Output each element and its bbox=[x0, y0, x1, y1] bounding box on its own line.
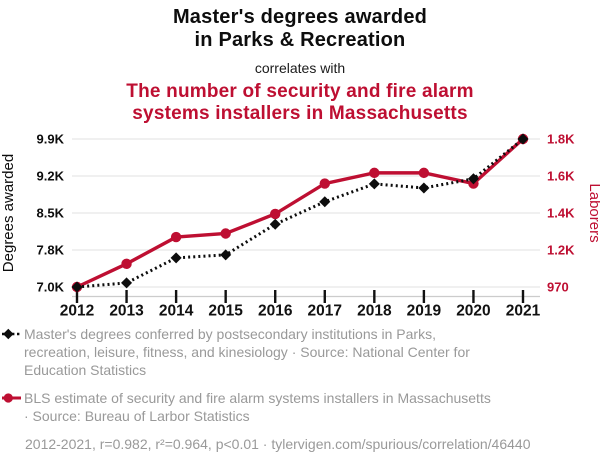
x-tick-label: 2017 bbox=[308, 303, 342, 320]
data-point-diamond bbox=[319, 196, 331, 208]
left-axis-tick-label: 9.2K bbox=[37, 169, 65, 184]
x-tick-label: 2015 bbox=[208, 303, 243, 320]
x-tick-label: 2021 bbox=[506, 303, 541, 320]
red-circle-solid-line-icon bbox=[2, 393, 21, 403]
left-axis-tick-label: 7.8K bbox=[37, 243, 65, 258]
x-tick-label: 2020 bbox=[456, 303, 490, 320]
series-line-left bbox=[76, 137, 524, 289]
x-tick-label: 2016 bbox=[258, 303, 293, 320]
x-tick-label: 2012 bbox=[60, 303, 94, 320]
black-diamond-dashed-line-icon bbox=[2, 328, 21, 340]
data-point-diamond bbox=[467, 173, 479, 185]
data-point-circle bbox=[121, 258, 132, 270]
legend-label-degrees: Master's degrees conferred by postsecond… bbox=[24, 326, 470, 378]
legend-label-installers: BLS estimate of security and fire alarm … bbox=[24, 390, 491, 424]
x-tick-label: 2019 bbox=[407, 303, 442, 320]
right-axis-tick-label: 970 bbox=[547, 280, 569, 295]
data-point-diamond bbox=[170, 252, 182, 264]
right-axis-tick-labels: 970 1.2K 1.4K 1.6K 1.8K bbox=[547, 132, 575, 295]
right-axis-tick-label: 1.4K bbox=[547, 206, 575, 221]
data-point-circle bbox=[220, 228, 231, 239]
x-tick-label: 2018 bbox=[357, 303, 392, 320]
left-axis-tick-label: 7.0K bbox=[37, 280, 65, 295]
x-axis-labels: 2012 2013 2014 2015 2016 2017 2018 2019 2020 2021 bbox=[60, 303, 541, 320]
data-point-circle bbox=[170, 231, 182, 243]
data-point-circle bbox=[319, 178, 330, 189]
chart-subtitle: The number of security and fire alarm sy… bbox=[126, 81, 474, 124]
left-axis-tick-labels: 7.0K 7.8K 8.5K 9.2K 9.9K bbox=[37, 132, 65, 295]
data-point-circle bbox=[270, 208, 281, 220]
legend-item-degrees: Master's degrees conferred by postsecond… bbox=[2, 325, 600, 379]
legend: Master's degrees conferred by postsecond… bbox=[0, 325, 600, 453]
x-axis-ticks bbox=[75, 290, 525, 303]
data-point-diamond bbox=[220, 249, 232, 261]
x-tick-label: 2014 bbox=[159, 303, 194, 320]
left-axis-tick-label: 8.5K bbox=[37, 206, 65, 221]
data-point-diamond bbox=[368, 178, 380, 190]
data-point-circle bbox=[369, 167, 380, 179]
right-axis-tick-label: 1.8K bbox=[547, 132, 575, 147]
data-point-diamond bbox=[269, 218, 281, 230]
x-tick-label: 2013 bbox=[109, 303, 144, 320]
gridlines bbox=[72, 138, 540, 288]
data-point-circle bbox=[418, 167, 430, 179]
chart-title: Master's degrees awarded in Parks & Recr… bbox=[172, 6, 428, 51]
legend-item-installers: BLS estimate of security and fire alarm … bbox=[2, 389, 600, 425]
data-point-diamond bbox=[418, 182, 430, 194]
correlation-chart: 7.0K 7.8K 8.5K 9.2K 9.9K 970 1.2K 1.4K 1.6K 1.8K 2… bbox=[0, 132, 600, 320]
left-axis-tick-label: 9.9K bbox=[37, 132, 65, 147]
spurious-correlation-card: Master's degrees awarded in Parks & Recr… bbox=[0, 6, 600, 458]
data-point-diamond bbox=[71, 281, 83, 293]
right-axis-tick-label: 1.2K bbox=[547, 243, 575, 258]
series-line-right bbox=[76, 137, 525, 289]
stats-footer: 2012-2021, r=0.982, r²=0.964, p<0.01 · t… bbox=[25, 436, 531, 452]
right-axis-title: Laborers bbox=[586, 183, 600, 242]
correlates-with-text: correlates with bbox=[254, 60, 346, 76]
right-axis-tick-label: 1.6K bbox=[547, 169, 575, 184]
left-axis-title: Degrees awarded bbox=[0, 154, 17, 272]
